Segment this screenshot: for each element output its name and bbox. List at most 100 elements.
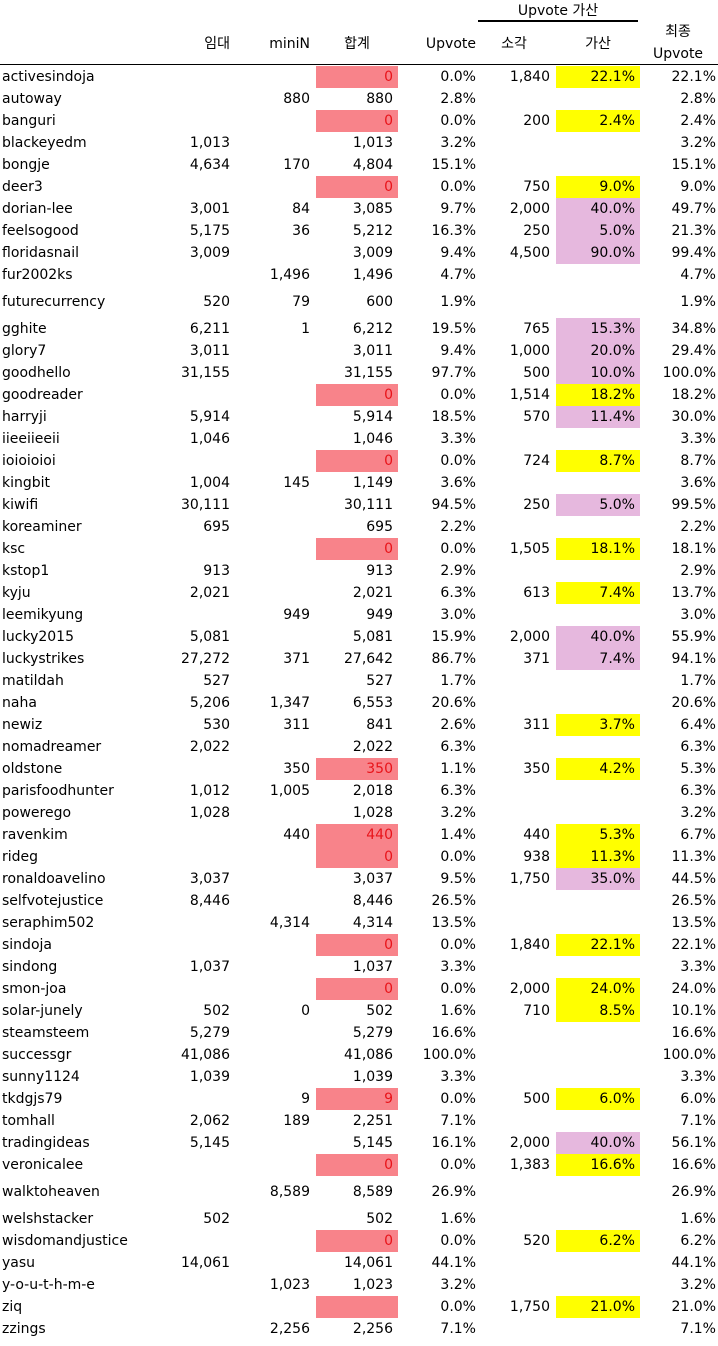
cell-final: 7.1% <box>680 1113 716 1129</box>
cell-upvote: 44.1% <box>431 1255 476 1271</box>
cell-final: 1.7% <box>680 673 716 689</box>
cell-imdae <box>160 1230 230 1252</box>
cell-imdae: 1,004 <box>189 475 230 491</box>
cell-name: successgr <box>2 1047 72 1063</box>
cell-minin: 1,023 <box>269 1277 310 1293</box>
cell-total: 949 <box>366 607 393 623</box>
table-row: kyju 2,021 2,021 6.3% 613 7.4% 13.7% <box>0 582 718 604</box>
cell-minin <box>238 1044 310 1066</box>
cell-name: ravenkim <box>2 827 68 843</box>
cell-upvote: 0.0% <box>440 453 476 469</box>
table-row: blackeyedm 1,013 1,013 3.2% 3.2% <box>0 132 718 154</box>
cell-total: 2,022 <box>352 739 393 755</box>
cell-imdae: 1,028 <box>189 805 230 821</box>
cell-imdae <box>160 824 230 846</box>
cell-total: 880 <box>366 91 393 107</box>
cell-minin: 880 <box>283 91 310 107</box>
cell-total: 1,496 <box>352 267 393 283</box>
cell-minin: 9 <box>301 1091 310 1107</box>
table-row: fur2002ks 1,496 1,496 4.7% 4.7% <box>0 264 718 286</box>
table-row: glory7 3,011 3,011 9.4% 1,000 20.0% 29.4% <box>0 340 718 362</box>
cell-sogak <box>478 736 550 758</box>
cell-total <box>316 1296 398 1318</box>
cell-imdae <box>160 1176 230 1208</box>
cell-imdae: 4,634 <box>189 157 230 173</box>
cell-sogak <box>478 1208 550 1230</box>
cell-upvote: 16.6% <box>431 1025 476 1041</box>
cell-sogak: 1,840 <box>509 69 550 85</box>
cell-final: 99.5% <box>671 497 716 513</box>
cell-upvote: 0.0% <box>440 1299 476 1315</box>
cell-gasan <box>556 1066 640 1088</box>
cell-total: 3,037 <box>352 871 393 887</box>
cell-sogak <box>478 692 550 714</box>
cell-sogak: 2,000 <box>509 1135 550 1151</box>
table-row: sunny1124 1,039 1,039 3.3% 3.3% <box>0 1066 718 1088</box>
cell-imdae: 5,145 <box>189 1135 230 1151</box>
cell-gasan <box>556 516 640 538</box>
cell-final: 1.9% <box>680 294 716 310</box>
cell-gasan: 6.2% <box>556 1230 640 1252</box>
cell-minin <box>238 1208 310 1230</box>
cell-minin <box>238 340 310 362</box>
table-row: ksc 0 0.0% 1,505 18.1% 18.1% <box>0 538 718 560</box>
table-row: kstop1 913 913 2.9% 2.9% <box>0 560 718 582</box>
cell-upvote: 3.3% <box>440 1069 476 1085</box>
table-row: ioioioioi 0 0.0% 724 8.7% 8.7% <box>0 450 718 472</box>
cell-gasan <box>556 472 640 494</box>
cell-imdae <box>160 1274 230 1296</box>
cell-gasan <box>556 736 640 758</box>
cell-gasan <box>556 1318 640 1340</box>
cell-sogak: 311 <box>523 717 550 733</box>
cell-minin: 1 <box>301 321 310 337</box>
cell-sogak: 1,505 <box>509 541 550 557</box>
col-header-final-line2: Upvote <box>652 46 704 62</box>
cell-imdae <box>160 978 230 1000</box>
cell-upvote: 0.0% <box>440 937 476 953</box>
cell-final: 15.1% <box>671 157 716 173</box>
cell-name: powerego <box>2 805 72 821</box>
table-row: deer3 0 0.0% 750 9.0% 9.0% <box>0 176 718 198</box>
cell-final: 6.0% <box>680 1091 716 1107</box>
cell-sogak: 200 <box>523 113 550 129</box>
cell-upvote: 94.5% <box>431 497 476 513</box>
cell-minin <box>238 1154 310 1176</box>
cell-final: 29.4% <box>671 343 716 359</box>
cell-gasan <box>556 604 640 626</box>
cell-imdae: 3,009 <box>189 245 230 261</box>
cell-upvote: 0.0% <box>440 849 476 865</box>
cell-minin: 0 <box>301 1003 310 1019</box>
cell-final: 5.3% <box>680 761 716 777</box>
cell-minin <box>238 626 310 648</box>
cell-total: 0 <box>316 1230 398 1252</box>
cell-gasan <box>556 88 640 110</box>
cell-upvote: 9.7% <box>440 201 476 217</box>
cell-name: bongje <box>2 157 50 173</box>
cell-final: 6.3% <box>680 739 716 755</box>
cell-upvote: 3.2% <box>440 805 476 821</box>
table-row: tradingideas 5,145 5,145 16.1% 2,000 40.0% 56.… <box>0 1132 718 1154</box>
table-row: tomhall 2,062 189 2,251 7.1% 7.1% <box>0 1110 718 1132</box>
cell-gasan: 11.3% <box>556 846 640 868</box>
table-row: luckystrikes 27,272 371 27,642 86.7% 371 7.4% 9… <box>0 648 718 670</box>
cell-minin: 311 <box>283 717 310 733</box>
cell-total: 5,081 <box>352 629 393 645</box>
cell-final: 3.0% <box>680 607 716 623</box>
cell-total: 502 <box>366 1003 393 1019</box>
cell-imdae: 5,279 <box>189 1025 230 1041</box>
cell-upvote: 6.3% <box>440 585 476 601</box>
cell-sogak <box>478 516 550 538</box>
cell-upvote: 0.0% <box>440 1091 476 1107</box>
cell-name: harryji <box>2 409 47 425</box>
cell-gasan <box>556 780 640 802</box>
cell-upvote: 16.3% <box>431 223 476 239</box>
cell-upvote: 100.0% <box>422 1047 476 1063</box>
table-row: wisdomandjustice 0 0.0% 520 6.2% 6.2% <box>0 1230 718 1252</box>
cell-total: 913 <box>366 563 393 579</box>
cell-imdae <box>160 1318 230 1340</box>
cell-total: 600 <box>366 294 393 310</box>
cell-upvote: 13.5% <box>431 915 476 931</box>
cell-sogak <box>478 912 550 934</box>
cell-minin: 8,589 <box>269 1184 310 1200</box>
